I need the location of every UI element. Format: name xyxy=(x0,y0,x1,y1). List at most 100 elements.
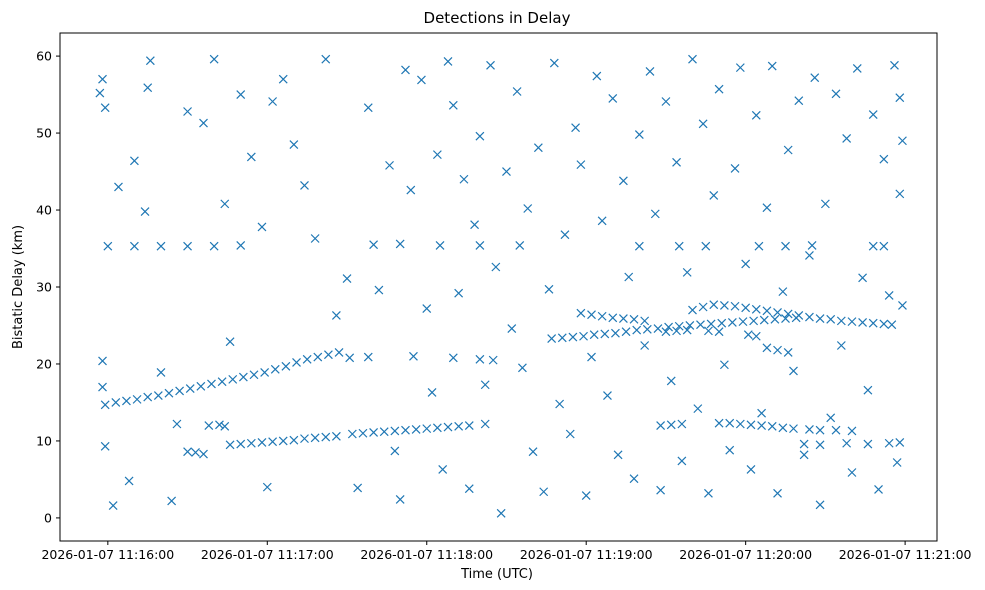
data-point xyxy=(153,391,163,400)
data-point xyxy=(597,311,607,321)
data-point xyxy=(515,241,525,250)
data-point xyxy=(759,315,769,325)
data-point xyxy=(858,273,868,283)
data-point xyxy=(486,60,495,70)
data-point xyxy=(674,321,684,331)
data-point xyxy=(334,347,344,357)
data-point xyxy=(369,240,379,250)
markers-layer xyxy=(95,54,907,518)
data-point xyxy=(666,420,676,430)
data-point xyxy=(611,328,620,338)
data-point xyxy=(815,440,825,450)
data-point xyxy=(557,333,567,343)
data-point xyxy=(576,308,586,318)
data-point xyxy=(385,160,394,170)
data-point xyxy=(895,189,905,199)
data-point xyxy=(427,388,437,397)
data-point xyxy=(369,428,379,437)
data-point xyxy=(847,468,857,477)
data-point xyxy=(281,361,291,371)
data-point xyxy=(217,377,227,387)
data-point xyxy=(815,425,825,435)
data-point xyxy=(863,439,873,449)
data-point xyxy=(560,230,570,240)
data-point xyxy=(183,107,192,116)
data-point xyxy=(868,318,878,328)
data-point xyxy=(347,429,357,439)
data-point xyxy=(98,382,107,392)
data-point xyxy=(735,419,745,429)
data-point xyxy=(751,304,761,314)
data-point xyxy=(225,337,235,347)
data-point xyxy=(448,353,458,363)
data-point xyxy=(100,400,110,410)
data-point xyxy=(238,372,248,382)
data-point xyxy=(847,317,857,327)
data-point xyxy=(719,301,729,310)
data-point xyxy=(701,241,711,251)
y-axis: 0 10 20 30 40 50 60 xyxy=(36,49,60,525)
data-point xyxy=(751,110,761,120)
data-point xyxy=(706,319,716,329)
data-point xyxy=(677,456,687,466)
y-tick-label: 50 xyxy=(36,126,52,141)
data-point xyxy=(571,123,580,133)
data-point xyxy=(783,145,793,155)
data-point xyxy=(491,262,501,272)
data-point xyxy=(898,301,907,310)
data-point xyxy=(634,241,644,251)
data-point xyxy=(794,311,804,320)
data-point xyxy=(685,321,695,330)
data-point xyxy=(475,354,485,364)
data-point xyxy=(129,241,139,251)
data-point xyxy=(709,300,719,310)
data-point xyxy=(246,152,256,162)
data-point xyxy=(401,425,410,435)
data-point xyxy=(709,190,719,200)
y-tick-label: 30 xyxy=(36,280,52,295)
data-point xyxy=(422,424,432,434)
data-point xyxy=(480,419,490,429)
x-tick-label: 2026-01-07 11:16:00 xyxy=(41,547,174,562)
data-point xyxy=(568,332,578,342)
data-point xyxy=(608,93,618,103)
data-point xyxy=(95,88,105,98)
data-point xyxy=(363,352,373,362)
data-point xyxy=(209,241,219,251)
data-point xyxy=(757,421,767,430)
data-point xyxy=(754,241,764,251)
data-point xyxy=(783,309,793,319)
data-point xyxy=(805,424,814,434)
data-point xyxy=(640,316,650,326)
data-point xyxy=(898,136,907,146)
data-point xyxy=(342,274,352,283)
data-point xyxy=(502,167,511,176)
data-point xyxy=(890,60,899,70)
data-point xyxy=(852,63,862,73)
data-point xyxy=(435,241,445,250)
data-point xyxy=(533,143,543,153)
data-point xyxy=(111,398,121,407)
data-point xyxy=(879,241,889,251)
plot-frame xyxy=(59,32,938,542)
data-point xyxy=(725,418,735,428)
data-point xyxy=(618,314,628,323)
data-point xyxy=(868,241,878,251)
data-point xyxy=(863,385,873,395)
data-point xyxy=(719,360,729,370)
data-point xyxy=(674,241,684,251)
data-point xyxy=(773,488,782,498)
data-point xyxy=(810,73,820,83)
data-point xyxy=(735,63,745,73)
data-point xyxy=(395,239,405,249)
data-point xyxy=(688,305,697,315)
data-point xyxy=(363,103,373,113)
data-point xyxy=(743,330,753,340)
data-point xyxy=(789,366,798,376)
data-point xyxy=(587,310,596,320)
data-point xyxy=(353,483,363,493)
data-point xyxy=(645,67,655,76)
data-point xyxy=(124,476,134,486)
data-point xyxy=(773,307,782,317)
data-point xyxy=(523,204,533,213)
